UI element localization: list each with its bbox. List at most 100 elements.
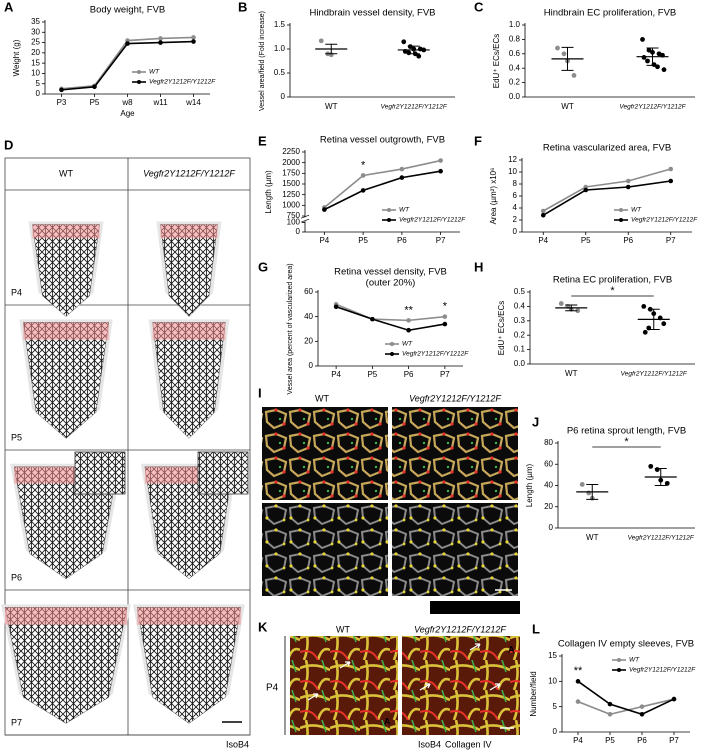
y-tick-label: 0.1 bbox=[514, 345, 526, 354]
axis-break bbox=[301, 217, 309, 222]
legend-swatch bbox=[390, 342, 394, 346]
data-point bbox=[575, 308, 581, 314]
front-band bbox=[137, 607, 241, 625]
y-tick-label: 0.8 bbox=[509, 35, 521, 44]
y-tick-label: 60 bbox=[304, 287, 313, 296]
y-tick-label: 0.4 bbox=[509, 63, 521, 72]
data-point bbox=[571, 73, 577, 78]
y-tick-label: 0 bbox=[513, 227, 518, 236]
column-header: WT bbox=[336, 624, 350, 634]
y-tick-label: 35 bbox=[31, 17, 40, 26]
column-header: WT bbox=[59, 168, 73, 178]
significance-label: * bbox=[624, 436, 629, 448]
stain-label: IsoB4 bbox=[418, 739, 441, 749]
arrow bbox=[339, 661, 351, 669]
legend-label: WT bbox=[629, 657, 640, 664]
micrograph bbox=[290, 636, 398, 735]
stain-label: ERG bbox=[461, 602, 481, 612]
region-label: A bbox=[384, 716, 391, 726]
data-point bbox=[640, 37, 645, 42]
stain-label: EdU bbox=[485, 602, 503, 612]
panel-letter: I bbox=[258, 385, 262, 400]
x-tick-label: w8 bbox=[121, 98, 133, 107]
data-point bbox=[607, 701, 613, 707]
legend-label: Vegfr2Y1212F/Y1212F bbox=[149, 79, 216, 86]
micrograph bbox=[402, 636, 520, 735]
x-tick-label: P7 bbox=[669, 736, 679, 745]
data-point bbox=[438, 168, 443, 174]
y-tick-label: 100 bbox=[287, 218, 301, 227]
data-point bbox=[558, 301, 564, 306]
data-point bbox=[583, 187, 589, 193]
panel-letter: E bbox=[258, 133, 267, 148]
y-axis-label: EdU⁺ ECs/ECs bbox=[497, 301, 506, 355]
data-point bbox=[360, 173, 366, 178]
data-point bbox=[625, 178, 631, 184]
arrow bbox=[419, 683, 431, 691]
data-point bbox=[540, 208, 546, 214]
y-axis-label: Length (µm) bbox=[525, 464, 534, 508]
row-label: P6 bbox=[11, 572, 22, 582]
x-tick-label: WT bbox=[561, 102, 574, 111]
y-tick-label: 30 bbox=[31, 27, 40, 36]
data-point bbox=[406, 327, 411, 333]
data-point bbox=[579, 482, 585, 487]
y-tick-label: 20 bbox=[31, 48, 40, 57]
inset bbox=[197, 451, 249, 495]
y-tick-label: 1000 bbox=[282, 200, 300, 209]
significance-label: * bbox=[443, 301, 448, 313]
y-tick-label: 2000 bbox=[282, 158, 300, 167]
y-tick-label: 0.5 bbox=[274, 68, 286, 77]
chart-title: Retina vascularized area, FVB bbox=[543, 143, 671, 154]
data-point bbox=[416, 53, 422, 59]
x-tick-label: P3 bbox=[57, 98, 67, 107]
y-tick-label: 0.5 bbox=[514, 287, 526, 296]
data-point bbox=[442, 321, 448, 327]
panel-letter: D bbox=[4, 137, 13, 152]
front-band bbox=[23, 322, 109, 340]
data-point bbox=[322, 207, 327, 212]
data-point bbox=[668, 166, 674, 172]
x-tick-label: P4 bbox=[573, 736, 583, 745]
panel-letter: H bbox=[474, 259, 483, 274]
series-line bbox=[542, 168, 671, 212]
x-tick-label: P5 bbox=[367, 370, 377, 379]
micrograph bbox=[392, 407, 518, 500]
data-point bbox=[401, 39, 407, 45]
error-bar bbox=[561, 46, 574, 71]
y-tick-label: 0 bbox=[36, 89, 41, 98]
data-point bbox=[438, 158, 443, 163]
data-point bbox=[586, 490, 592, 496]
data-point bbox=[370, 316, 375, 322]
y-tick-label: 20 bbox=[304, 336, 313, 345]
y-tick-label: 0.3 bbox=[514, 316, 526, 325]
y-axis-label: Weight (g) bbox=[12, 39, 21, 76]
x-tick-label: P5 bbox=[90, 98, 100, 107]
error-bar bbox=[586, 483, 599, 500]
series-line bbox=[335, 306, 446, 332]
x-tick-label: P5 bbox=[358, 236, 368, 245]
data-point bbox=[92, 84, 97, 90]
data-point bbox=[561, 51, 567, 57]
x-tick-label: w14 bbox=[185, 98, 201, 107]
panel-letter: A bbox=[4, 0, 14, 14]
micrograph bbox=[262, 503, 388, 596]
legend-label: WT bbox=[402, 341, 413, 348]
series-line bbox=[542, 180, 671, 216]
chart-title: P6 retina sprout length, FVB bbox=[567, 426, 686, 437]
significance-label: * bbox=[361, 159, 366, 171]
y-tick-label: 60 bbox=[544, 459, 553, 468]
panel-letter: L bbox=[532, 621, 540, 636]
legend-label: WT bbox=[399, 207, 410, 214]
x-tick-label: Vegfr2Y1212F/Y1212F bbox=[619, 104, 686, 111]
y-tick-label: 0 bbox=[281, 92, 286, 101]
data-point bbox=[661, 321, 667, 327]
panel-letter: F bbox=[474, 133, 482, 148]
stain-label: IsoB4 bbox=[434, 602, 457, 612]
arrow bbox=[489, 683, 501, 691]
row-label: P4 bbox=[266, 683, 279, 694]
y-tick-label: 5 bbox=[553, 702, 558, 711]
series-line bbox=[323, 159, 441, 209]
x-tick-label: P5 bbox=[581, 236, 591, 245]
data-point bbox=[625, 184, 631, 190]
